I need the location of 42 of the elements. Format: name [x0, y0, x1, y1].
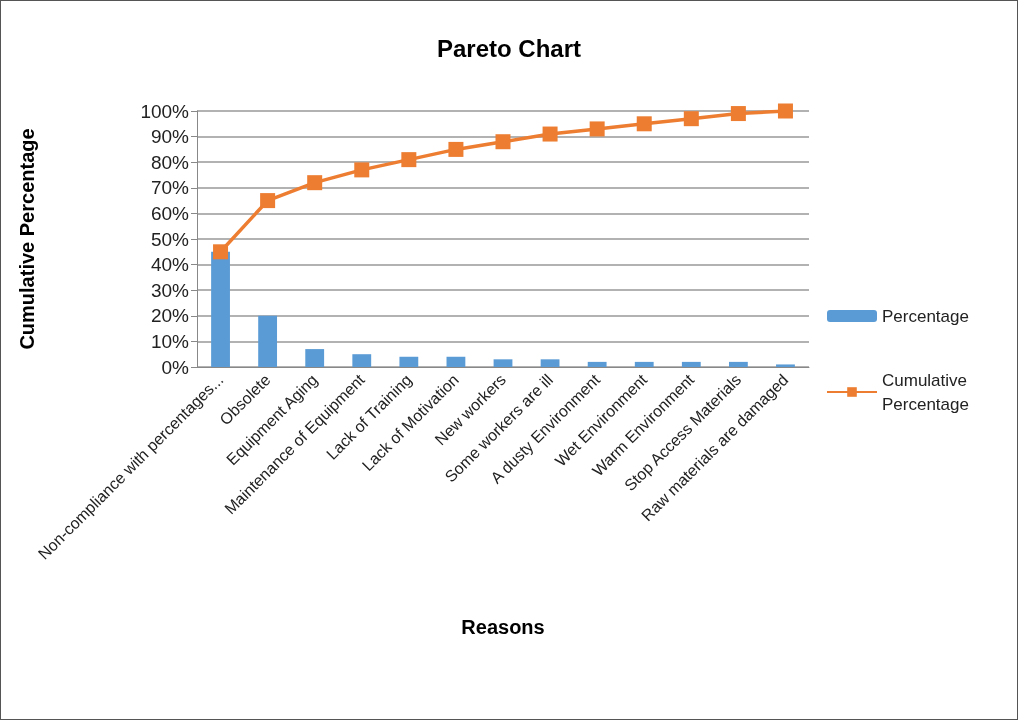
y-axis-title: Cumulative Percentage: [16, 128, 38, 350]
point: [448, 141, 464, 157]
bar: [634, 361, 654, 367]
y-tick-label: 0%: [161, 356, 190, 378]
bar: [587, 361, 607, 367]
legend-label: Cumulative Percentage: [882, 370, 972, 414]
point: [683, 111, 699, 127]
bar: [493, 359, 513, 367]
bar: [352, 354, 372, 367]
point: [542, 126, 558, 142]
point: [589, 121, 605, 137]
point: [636, 116, 652, 132]
bar: [446, 356, 466, 367]
point: [495, 134, 511, 150]
bar: [776, 364, 795, 367]
chart-title: Pareto Chart: [436, 34, 582, 62]
point: [213, 244, 229, 260]
bar: [305, 349, 325, 367]
bar: [399, 356, 419, 367]
y-tick-label: 40%: [150, 254, 190, 276]
bar: [540, 359, 560, 367]
bar: [211, 251, 230, 367]
x-axis-title: Reasons: [461, 616, 545, 638]
bar: [728, 361, 748, 367]
point: [777, 103, 793, 119]
point: [307, 175, 323, 191]
bar: [681, 361, 701, 367]
y-tick-label: 100%: [140, 100, 190, 122]
point: [730, 106, 746, 122]
point: [401, 152, 417, 168]
point: [260, 193, 276, 209]
y-tick-label: 10%: [150, 330, 190, 352]
y-tick-label: 20%: [150, 305, 190, 327]
y-tick-label: 50%: [150, 228, 190, 250]
y-tick-label: 30%: [150, 279, 190, 301]
y-tick-label: 70%: [150, 177, 190, 199]
bar: [258, 315, 278, 367]
point: [354, 162, 370, 178]
y-tick-label: 60%: [150, 202, 190, 224]
y-tick-label: 90%: [150, 126, 190, 148]
legend-label: Percentage: [882, 306, 969, 326]
y-tick-label: 80%: [150, 151, 190, 173]
